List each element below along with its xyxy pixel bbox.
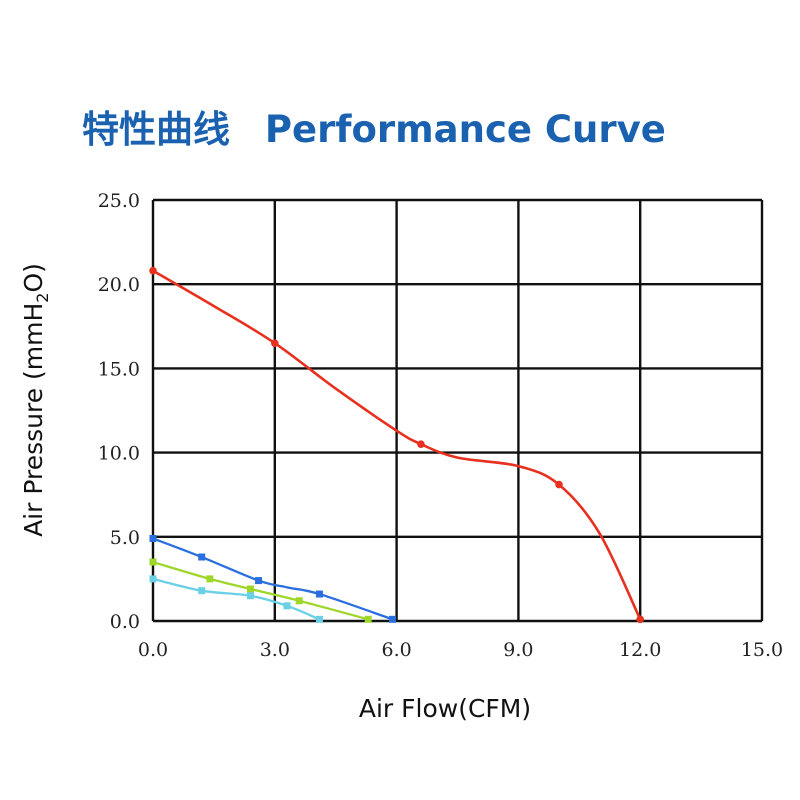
- plot-grid: [151, 198, 764, 623]
- series-point-0-3: [555, 480, 563, 489]
- y-axis-label-sub: 2: [33, 293, 52, 303]
- x-tick-label: 6.0: [381, 639, 411, 661]
- series-point-3-0: [149, 575, 157, 583]
- series-point-2-3: [295, 597, 303, 605]
- series-point-2-4: [364, 615, 372, 623]
- series-point-0-2: [417, 440, 425, 448]
- y-tick-label: 20.0: [98, 274, 140, 296]
- y-axis-label: Air Pressure (mmH2O): [19, 263, 52, 537]
- y-tick-label: 15.0: [98, 358, 140, 380]
- y-tick-label: 10.0: [98, 443, 140, 465]
- series-point-0-0: [149, 266, 157, 275]
- y-axis-label-tail: O): [19, 263, 48, 292]
- series-point-1-0: [149, 534, 157, 542]
- title-en: Performance Curve: [265, 108, 666, 151]
- series-point-3-2: [246, 592, 254, 600]
- title-cn: 特性曲线: [82, 108, 230, 151]
- series-point-1-1: [198, 553, 206, 561]
- x-tick-label: 0.0: [138, 639, 168, 661]
- y-axis-label-main: Air Pressure (mmH: [19, 303, 48, 537]
- x-axis-label: Air Flow(CFM): [359, 694, 531, 723]
- page-title: 特性曲线 Performance Curve: [82, 108, 666, 151]
- series-point-0-4: [636, 615, 644, 624]
- series-point-3-3: [283, 602, 291, 610]
- y-tick-label: 0.0: [110, 611, 140, 633]
- x-tick-label: 15.0: [741, 639, 783, 661]
- series-point-1-3: [315, 590, 323, 598]
- series-point-3-4: [315, 615, 323, 623]
- series-point-2-0: [149, 558, 157, 566]
- series-point-2-2: [246, 585, 254, 593]
- series-point-0-1: [271, 339, 279, 347]
- series-line-2: [151, 560, 370, 621]
- x-tick-label: 12.0: [619, 639, 661, 661]
- x-tick-label: 3.0: [260, 639, 290, 661]
- y-tick-label: 5.0: [110, 527, 140, 549]
- series-point-1-4: [389, 615, 397, 623]
- axis-ticks: 0.0 3.0 6.0 9.0 12.0 15.0 0.0 5.0 10.0 15.0 20.0 25…: [98, 190, 783, 661]
- y-tick-label: 25.0: [98, 190, 140, 212]
- series-point-1-2: [255, 577, 263, 585]
- series-point-2-1: [206, 575, 214, 583]
- series-point-3-1: [198, 587, 206, 595]
- data-series: [149, 266, 644, 624]
- x-tick-label: 9.0: [503, 639, 533, 661]
- series-line-1: [151, 537, 394, 621]
